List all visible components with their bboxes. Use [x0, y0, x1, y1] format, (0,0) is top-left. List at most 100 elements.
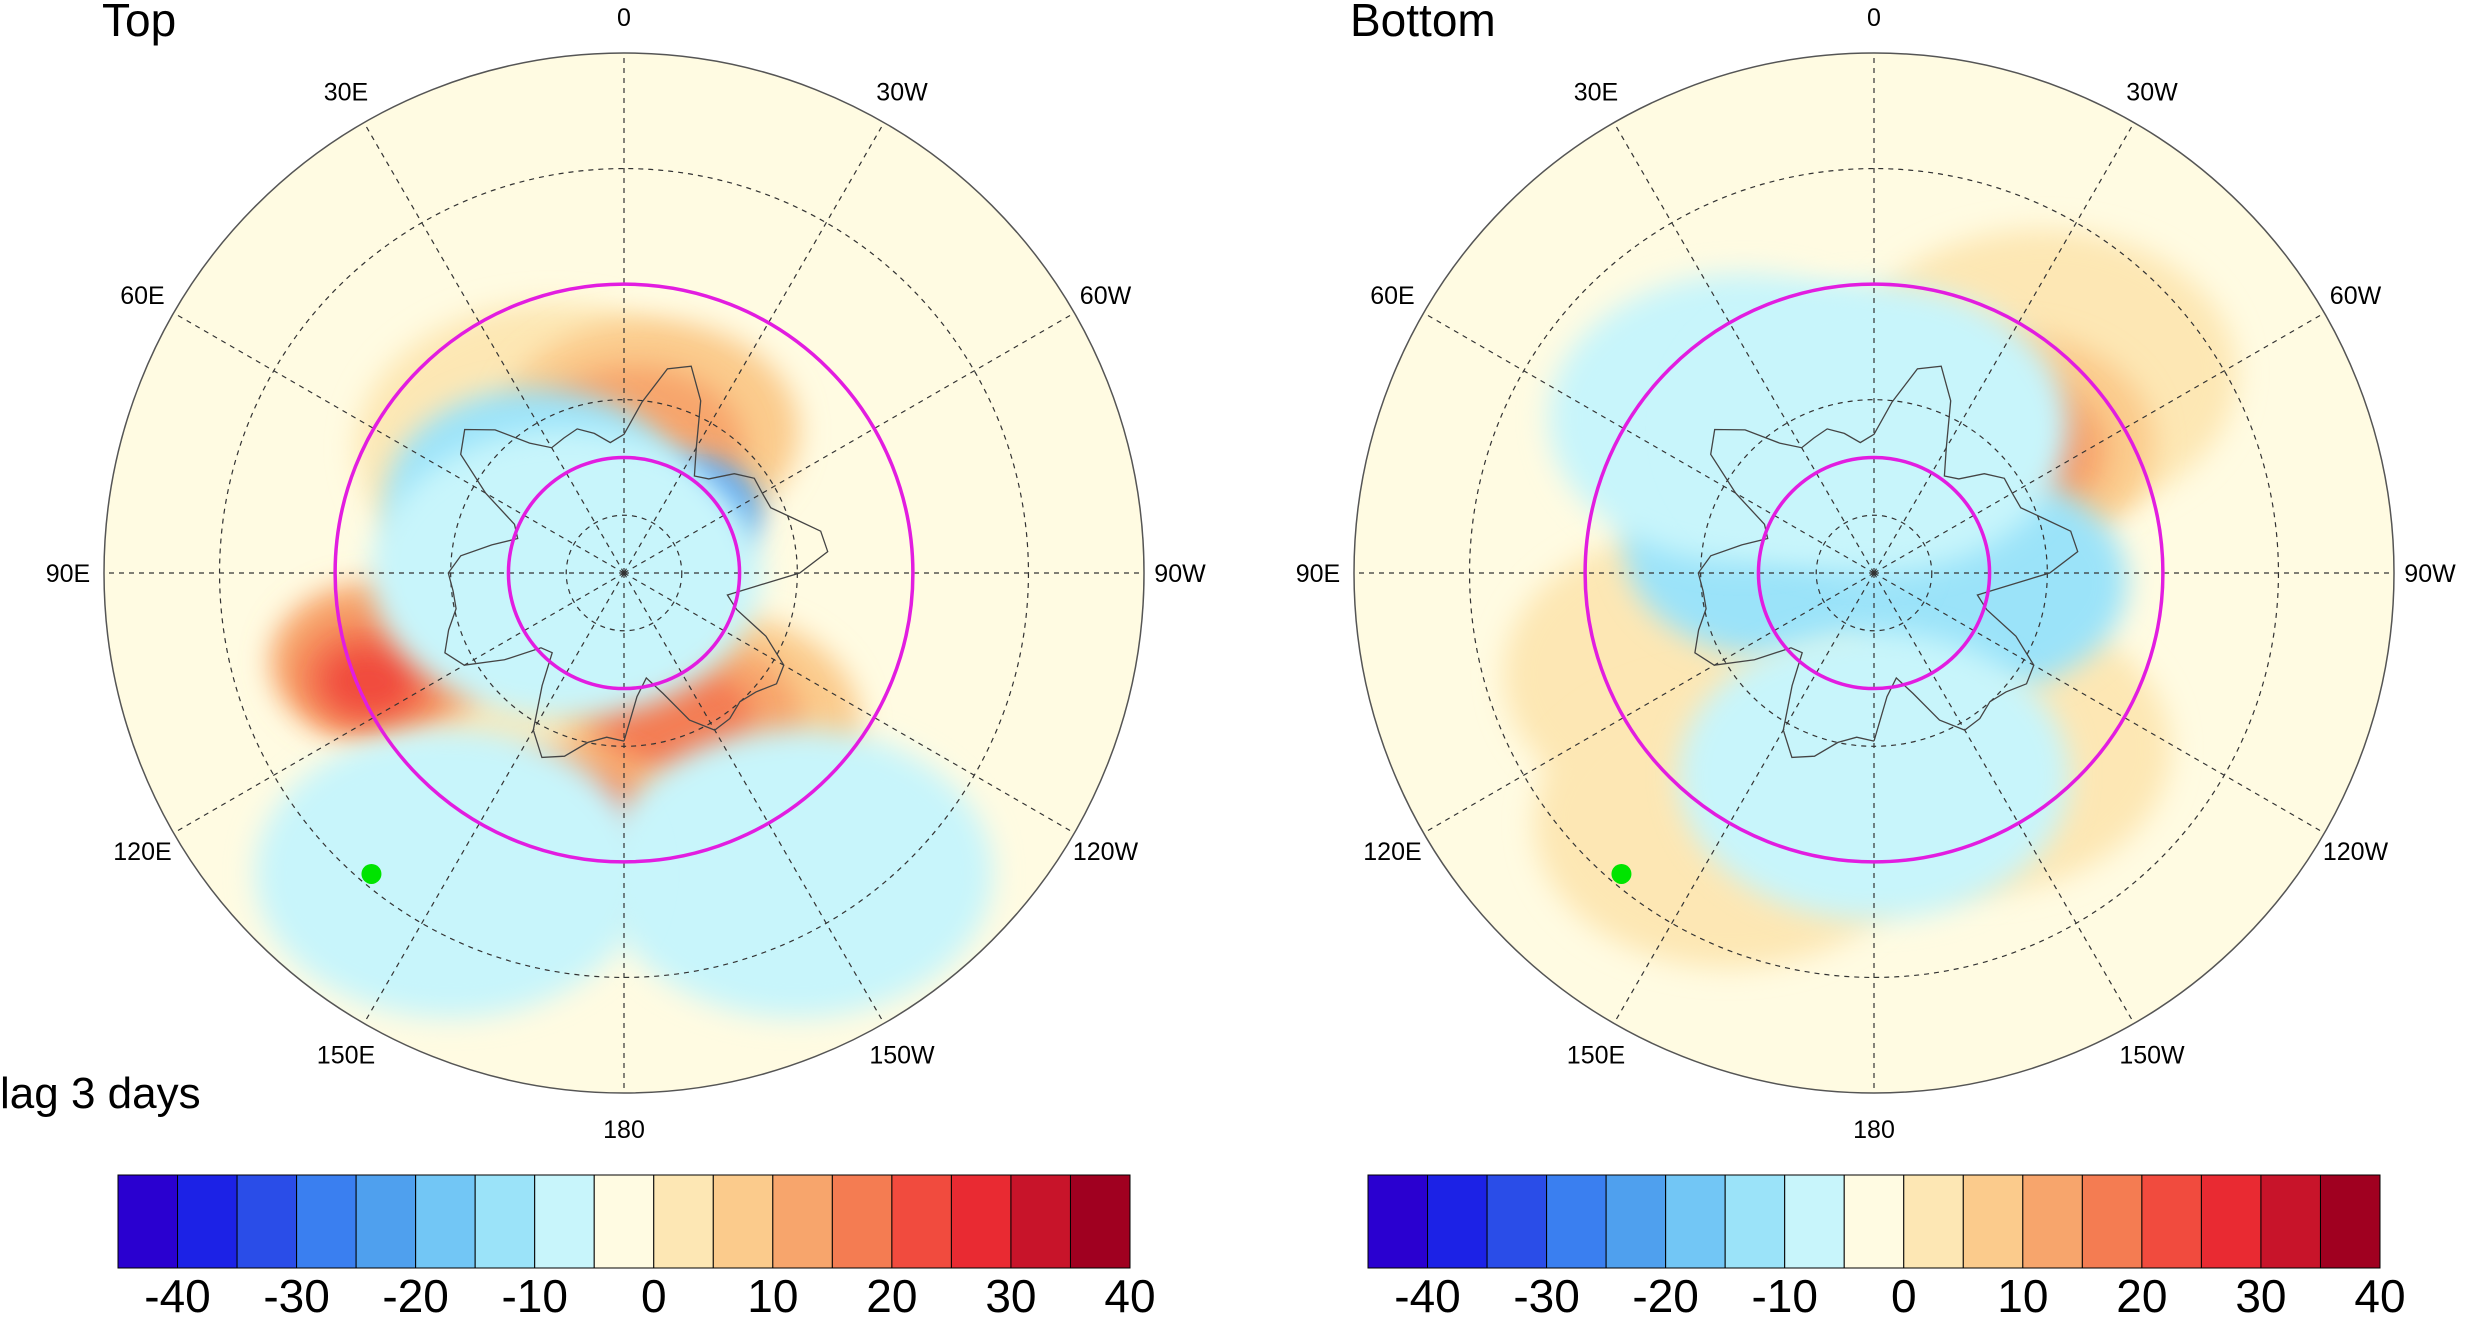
colorbar-swatch — [1486, 1174, 1548, 1269]
colorbar-tick-label: 0 — [641, 1270, 667, 1322]
latitude-circle — [565, 514, 683, 632]
meridian-line — [623, 572, 885, 1024]
colorbar-swatch — [1724, 1174, 1786, 1269]
coastline — [444, 365, 829, 759]
magenta-circles — [1583, 282, 2165, 864]
colorbar-tick-label: 30 — [985, 1270, 1036, 1322]
map-boundary — [103, 52, 1145, 1094]
colorbar-swatch — [474, 1174, 536, 1269]
longitude-label: 60W — [1080, 282, 1132, 310]
colorbar-swatch — [355, 1174, 417, 1269]
colorbar-swatch — [236, 1174, 298, 1269]
highlight-circle — [1583, 282, 2165, 864]
meridian-line — [1873, 312, 2325, 574]
colorbar-swatch — [831, 1174, 893, 1269]
colorbar-swatch — [1784, 1174, 1845, 1269]
colorbar-right: -40 -30 -20 -10 0 10 20 30 40 — [1367, 1174, 2406, 1322]
colorbar-swatch — [712, 1174, 774, 1269]
colorbar-swatch — [415, 1174, 476, 1269]
colorbar-swatch — [1069, 1174, 1131, 1269]
colorbar-tick-label: -20 — [1632, 1270, 1698, 1322]
colorbar-tick-label: 40 — [1104, 1270, 1155, 1322]
highlight-circle — [1756, 455, 1992, 691]
longitude-label: 90E — [1296, 560, 1340, 588]
colorbar-left: -40 -30 -20 -10 0 10 20 30 40 — [117, 1174, 1156, 1322]
colorbar-swatch — [1903, 1174, 1964, 1269]
anomaly-blob — [255, 728, 647, 1018]
colorbar-swatch — [1427, 1174, 1488, 1269]
colorbar-tick-label: 20 — [2116, 1270, 2167, 1322]
longitude-label: 150E — [1567, 1042, 1625, 1070]
colorbar-swatch — [296, 1174, 357, 1269]
colorbar-swatch — [117, 1174, 179, 1269]
colorbar-tick-label: 20 — [866, 1270, 917, 1322]
meridian-line — [173, 312, 625, 574]
colorbar-tick-label: -30 — [1513, 1270, 1579, 1322]
anomaly-blob — [322, 647, 415, 716]
longitude-label: 150E — [317, 1042, 375, 1070]
panel-title: Top — [102, 0, 176, 46]
meridian-line — [1873, 572, 2325, 834]
colorbar-tick-label: -40 — [144, 1270, 210, 1322]
panel-title: Bottom — [1350, 0, 1496, 46]
colorbar-swatch — [891, 1174, 952, 1269]
colorbar-swatch — [1010, 1174, 1071, 1269]
longitude-label: 0 — [617, 4, 631, 32]
highlight-circle — [506, 455, 742, 691]
meridian-line — [1423, 312, 1875, 574]
anomaly-blob — [601, 728, 993, 1018]
meridian-line — [623, 122, 885, 574]
meridian-line — [1423, 572, 1875, 834]
meridian-line — [363, 572, 625, 1024]
colorbar-tick-label: -10 — [501, 1270, 567, 1322]
colorbar-tick-label: -40 — [1394, 1270, 1460, 1322]
longitude-label: 90W — [2404, 560, 2456, 588]
longitude-label: 180 — [603, 1116, 645, 1144]
longitude-label: 120E — [113, 838, 171, 866]
lag-note: lag 3 days — [0, 1069, 201, 1118]
colorbar-swatch — [653, 1174, 714, 1269]
colorbar-swatch — [1546, 1174, 1607, 1269]
colorbar-swatch — [1605, 1174, 1667, 1269]
longitude-label: 120W — [1073, 838, 1139, 866]
highlight-circle — [333, 282, 915, 864]
colorbar-swatch — [2141, 1174, 2202, 1269]
colorbar-swatch — [1962, 1174, 2024, 1269]
colorbar-swatch — [1843, 1174, 1905, 1269]
colorbar-swatch — [1665, 1174, 1726, 1269]
longitude-label: 30W — [876, 78, 928, 106]
longitude-label: 120E — [1363, 838, 1421, 866]
longitude-label: 120W — [2323, 838, 2389, 866]
colorbar-tick-label: 30 — [2235, 1270, 2286, 1322]
meridian-line — [1873, 572, 2135, 1024]
colorbar-tick-label: -30 — [263, 1270, 329, 1322]
colorbar-swatch — [2022, 1174, 2083, 1269]
meridian-line — [1873, 122, 2135, 574]
graticule — [104, 53, 1144, 1093]
longitude-label: 30W — [2126, 78, 2178, 106]
station-marker — [361, 863, 382, 884]
longitude-label: 0 — [1867, 4, 1881, 32]
longitude-label: 60E — [120, 282, 164, 310]
panel-top: Top lag 3 days 0 30W 60W 90W 120W 150W 180 150E… — [0, 0, 1206, 1144]
meridian-line — [1613, 122, 1875, 574]
latitude-circle — [1815, 514, 1933, 632]
coastlines — [444, 365, 829, 759]
colorbar-swatch — [2319, 1174, 2381, 1269]
longitude-label: 150W — [2119, 1042, 2185, 1070]
colorbar-swatch — [2081, 1174, 2143, 1269]
longitude-label: 150W — [869, 1042, 935, 1070]
longitude-label: 90W — [1154, 560, 1206, 588]
meridian-line — [623, 312, 1075, 574]
meridian-line — [363, 122, 625, 574]
colorbar-swatch — [534, 1174, 595, 1269]
colorbar-tick-label: 0 — [1891, 1270, 1917, 1322]
longitude-label: 30E — [324, 78, 368, 106]
colorbar-tick-label: 10 — [1997, 1270, 2048, 1322]
meridian-line — [623, 572, 1075, 834]
longitude-label: 180 — [1853, 1116, 1895, 1144]
coastlines — [1694, 365, 2079, 759]
colorbar-swatch — [1367, 1174, 1429, 1269]
colorbar-tick-label: -20 — [382, 1270, 448, 1322]
